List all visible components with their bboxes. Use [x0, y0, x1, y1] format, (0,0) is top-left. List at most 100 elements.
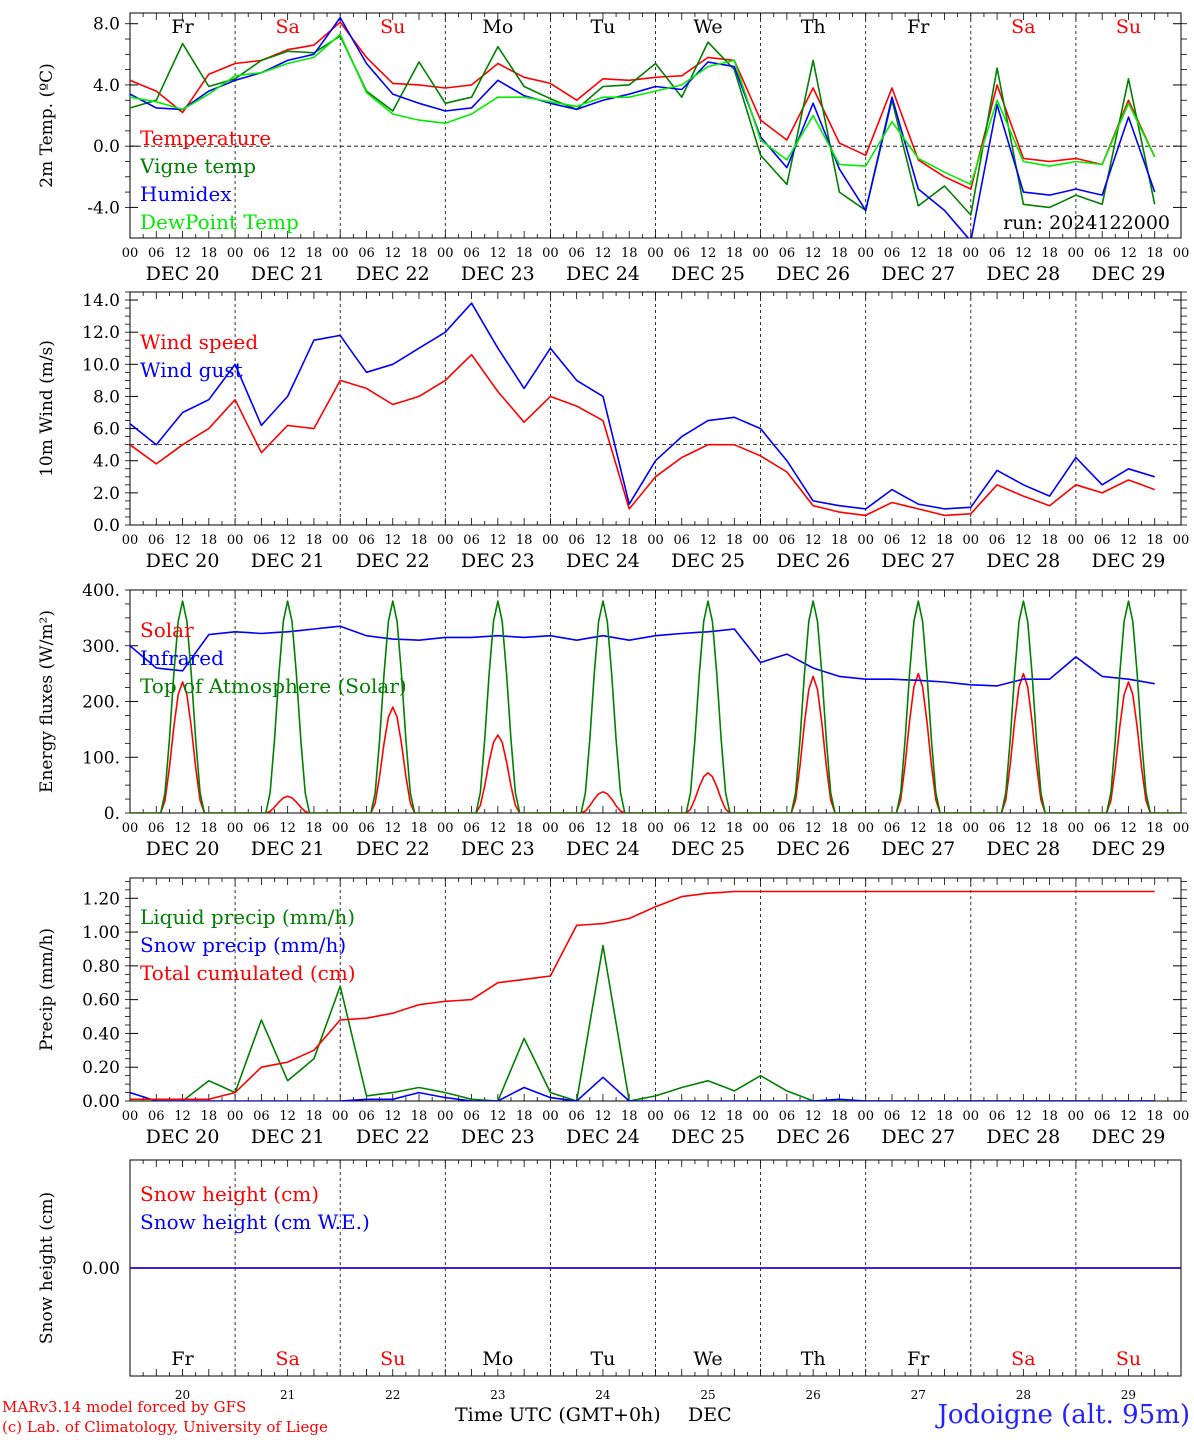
- hour-tick-label: 12: [1015, 1109, 1032, 1124]
- hour-tick-label: 12: [595, 1109, 612, 1124]
- weekday-label-bottom: Fr: [907, 1348, 930, 1370]
- weekday-label-top: Th: [801, 16, 826, 38]
- weekday-label-bottom: Fr: [171, 1348, 194, 1370]
- date-label: DEC 29: [1092, 550, 1166, 572]
- hour-tick-label: 18: [201, 533, 218, 548]
- hour-tick-label: 18: [201, 821, 218, 836]
- hour-tick-label: 12: [700, 246, 717, 261]
- hour-tick-label: 18: [516, 821, 533, 836]
- date-label: DEC 27: [881, 263, 955, 285]
- hour-tick-label: 06: [568, 1109, 585, 1124]
- hour-tick-label: 12: [174, 821, 191, 836]
- hour-tick-label: 18: [1041, 533, 1058, 548]
- hour-tick-label: 00: [1068, 533, 1085, 548]
- hour-tick-label: 18: [1146, 821, 1163, 836]
- hour-tick-label: 06: [253, 821, 270, 836]
- day-number-label: 21: [280, 1388, 295, 1402]
- hour-tick-label: 06: [884, 1109, 901, 1124]
- hour-tick-label: 06: [1094, 1109, 1111, 1124]
- hour-tick-label: 06: [358, 1109, 375, 1124]
- hour-tick-label: 00: [227, 246, 244, 261]
- hour-tick-label: 12: [490, 246, 507, 261]
- hour-tick-label: 12: [279, 1109, 296, 1124]
- y-tick-label: 8.0: [93, 15, 120, 35]
- hour-tick-label: 06: [148, 246, 165, 261]
- hour-tick-label: 18: [831, 533, 848, 548]
- legend-entry: Humidex: [140, 182, 232, 206]
- y-tick-label: 0.40: [82, 1024, 120, 1044]
- hour-tick-label: 12: [805, 533, 822, 548]
- day-number-label: 27: [911, 1388, 926, 1402]
- panel-5: 0.00 Snow height (cm) Snow height (cm) Snow…: [37, 1159, 1182, 1377]
- series-line: [130, 600, 1181, 813]
- hour-tick-label: 12: [174, 533, 191, 548]
- y-axis-label: 10m Wind (m/s): [37, 340, 57, 477]
- hour-tick-label: 06: [463, 821, 480, 836]
- date-label: DEC 26: [776, 838, 850, 860]
- hour-tick-label: 18: [621, 1109, 638, 1124]
- hour-tick-label: 12: [174, 246, 191, 261]
- hour-tick-label: 12: [700, 533, 717, 548]
- y-tick-label: 8.0: [93, 387, 120, 407]
- date-label: DEC 24: [566, 550, 640, 572]
- weekday-label-bottom: Sa: [275, 1348, 299, 1370]
- hour-tick-label: 00: [437, 246, 454, 261]
- hour-tick-label: 06: [989, 533, 1006, 548]
- legend-entry: Wind speed: [140, 330, 258, 354]
- hour-tick-label: 12: [279, 246, 296, 261]
- legend-entry: Infrared: [140, 646, 224, 670]
- y-tick-label: 100.: [82, 748, 120, 768]
- date-label: DEC 26: [776, 263, 850, 285]
- y-tick-label: 4.0: [93, 452, 120, 472]
- series-line: [130, 625, 1155, 687]
- series-group: [130, 600, 1181, 813]
- hour-tick-label: 12: [1120, 246, 1137, 261]
- hour-tick-label: 00: [437, 533, 454, 548]
- hour-tick-label: 00: [332, 533, 349, 548]
- hour-tick-label: 00: [437, 821, 454, 836]
- y-tick-label: 200.: [82, 693, 120, 713]
- hour-tick-label: 06: [674, 821, 691, 836]
- hour-tick-label: 00: [857, 533, 874, 548]
- hour-tick-label: 00: [1173, 246, 1190, 261]
- hour-tick-label: 00: [647, 533, 664, 548]
- date-label: DEC 23: [461, 838, 535, 860]
- series-line: [130, 21, 1156, 190]
- hour-tick-label: 12: [1015, 246, 1032, 261]
- hour-tick-label: 18: [201, 246, 218, 261]
- y-tick-label: 0.: [104, 804, 120, 824]
- y-tick-label: 0.20: [82, 1058, 120, 1078]
- weekday-label-top: Su: [1116, 16, 1141, 38]
- series-line: [130, 33, 1156, 186]
- date-label: DEC 29: [1092, 838, 1166, 860]
- hour-tick-label: 12: [1015, 821, 1032, 836]
- hour-tick-label: 00: [1068, 246, 1085, 261]
- series-line: [130, 944, 1155, 1101]
- date-label: DEC 23: [461, 550, 535, 572]
- date-label: DEC 28: [986, 838, 1060, 860]
- hour-tick-label: 12: [279, 533, 296, 548]
- hour-tick-label: 18: [306, 821, 323, 836]
- hour-tick-label: 18: [936, 246, 953, 261]
- hour-tick-label: 06: [568, 821, 585, 836]
- weekday-label-top: Fr: [907, 16, 930, 38]
- date-label: DEC 29: [1092, 263, 1166, 285]
- hour-tick-label: 06: [463, 246, 480, 261]
- hour-tick-label: 18: [516, 246, 533, 261]
- date-label: DEC 28: [986, 263, 1060, 285]
- date-label: DEC 21: [251, 550, 325, 572]
- weekday-label-top: Fr: [171, 16, 194, 38]
- date-label: DEC 20: [146, 550, 220, 572]
- hour-tick-label: 06: [989, 821, 1006, 836]
- date-label: DEC 21: [251, 263, 325, 285]
- hour-tick-label: 00: [332, 1109, 349, 1124]
- hour-tick-label: 06: [358, 533, 375, 548]
- y-tick-label: 0.00: [82, 1259, 120, 1279]
- hour-tick-label: 18: [306, 1109, 323, 1124]
- weekday-label-top: Su: [380, 16, 405, 38]
- y-tick-label: 10.0: [82, 355, 120, 375]
- date-label: DEC 20: [146, 1126, 220, 1148]
- series-line: [130, 16, 1156, 238]
- y-tick-label: 0.80: [82, 957, 120, 977]
